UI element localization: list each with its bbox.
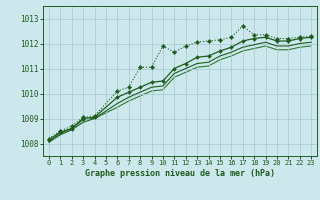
X-axis label: Graphe pression niveau de la mer (hPa): Graphe pression niveau de la mer (hPa) — [85, 169, 275, 178]
